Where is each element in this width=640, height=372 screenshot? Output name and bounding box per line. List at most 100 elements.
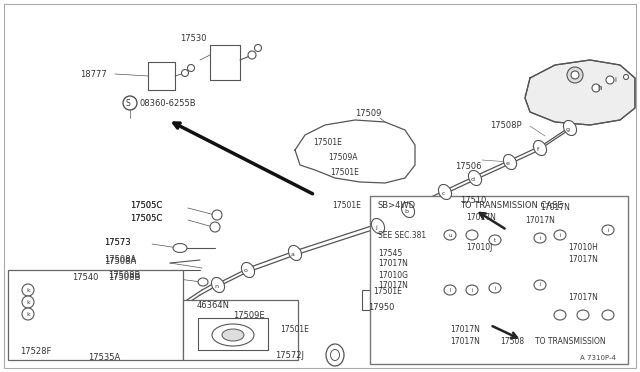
Text: 17508B: 17508B — [108, 273, 140, 282]
Ellipse shape — [444, 285, 456, 295]
Text: 17572J: 17572J — [275, 350, 304, 359]
Bar — [198, 318, 268, 350]
Ellipse shape — [212, 210, 222, 220]
Text: t: t — [494, 237, 496, 243]
Text: i: i — [471, 288, 473, 292]
Ellipse shape — [563, 121, 577, 135]
Text: 17017N: 17017N — [540, 202, 570, 212]
Text: 17501E: 17501E — [280, 326, 309, 334]
Ellipse shape — [212, 324, 254, 346]
Ellipse shape — [534, 280, 546, 290]
Ellipse shape — [173, 244, 187, 253]
Text: 17501E: 17501E — [332, 201, 361, 209]
Ellipse shape — [211, 278, 225, 292]
Ellipse shape — [466, 230, 478, 240]
Ellipse shape — [444, 230, 456, 240]
Text: 17505C: 17505C — [130, 201, 163, 209]
Circle shape — [606, 76, 614, 84]
Text: 17509A: 17509A — [328, 153, 358, 161]
Circle shape — [22, 284, 34, 296]
Text: f: f — [537, 147, 539, 151]
Circle shape — [22, 308, 34, 320]
Text: 17017N: 17017N — [568, 294, 598, 302]
Text: 17508B: 17508B — [108, 270, 140, 279]
Ellipse shape — [289, 246, 301, 260]
Ellipse shape — [534, 141, 547, 155]
Circle shape — [188, 64, 195, 71]
Text: b: b — [404, 208, 408, 214]
Text: h: h — [598, 85, 602, 91]
Ellipse shape — [602, 225, 614, 235]
Ellipse shape — [602, 310, 614, 320]
Text: i: i — [540, 282, 541, 288]
Text: i: i — [559, 232, 561, 237]
Text: 17505C: 17505C — [130, 214, 163, 222]
Ellipse shape — [198, 278, 208, 286]
Ellipse shape — [210, 222, 220, 232]
Text: 17501E: 17501E — [313, 138, 342, 147]
Text: e: e — [506, 160, 510, 166]
Text: SEE SEC.381: SEE SEC.381 — [378, 231, 426, 240]
Circle shape — [123, 96, 137, 110]
Text: a: a — [291, 251, 295, 257]
Text: o: o — [244, 269, 248, 273]
Text: 17509E: 17509E — [233, 311, 264, 320]
Text: 17950: 17950 — [368, 304, 394, 312]
Text: 17505C: 17505C — [130, 201, 163, 209]
Text: 17508P: 17508P — [490, 121, 522, 129]
Text: 08360-6255B: 08360-6255B — [140, 99, 196, 108]
Text: c: c — [441, 190, 445, 196]
Text: SB>4WD: SB>4WD — [378, 201, 416, 209]
Text: 17017N: 17017N — [466, 212, 496, 221]
Text: g: g — [566, 126, 570, 131]
Bar — [362, 290, 388, 310]
Bar — [8, 270, 183, 360]
Ellipse shape — [241, 263, 255, 278]
Ellipse shape — [466, 285, 478, 295]
Text: 17508A: 17508A — [104, 256, 136, 264]
Ellipse shape — [371, 218, 385, 234]
Circle shape — [22, 296, 34, 308]
Circle shape — [248, 51, 256, 59]
Ellipse shape — [504, 154, 516, 170]
Text: 17506: 17506 — [455, 161, 481, 170]
Text: 17017N: 17017N — [568, 256, 598, 264]
Text: TO TRANSMISSION CASE: TO TRANSMISSION CASE — [460, 201, 563, 209]
Text: 46364N: 46364N — [197, 301, 230, 310]
Text: 17528F: 17528F — [20, 347, 51, 356]
Text: k: k — [26, 299, 30, 305]
Ellipse shape — [489, 283, 501, 293]
Text: 17509: 17509 — [355, 109, 381, 118]
Text: 17573: 17573 — [104, 237, 131, 247]
Ellipse shape — [577, 310, 589, 320]
Text: u: u — [448, 232, 452, 237]
Text: 17010H: 17010H — [568, 244, 598, 253]
Text: 17573: 17573 — [104, 237, 131, 247]
Circle shape — [571, 71, 579, 79]
Text: i: i — [494, 285, 496, 291]
Circle shape — [255, 45, 262, 51]
Text: 17545: 17545 — [378, 248, 403, 257]
Ellipse shape — [554, 230, 566, 240]
Text: n: n — [214, 283, 218, 289]
Text: 17010G: 17010G — [378, 270, 408, 279]
Ellipse shape — [438, 185, 452, 199]
Text: 17017N: 17017N — [450, 337, 480, 346]
Circle shape — [567, 67, 583, 83]
Bar — [370, 196, 628, 364]
Text: 17501E: 17501E — [373, 288, 402, 296]
Text: S: S — [125, 99, 131, 108]
Text: 17508A: 17508A — [104, 257, 136, 266]
Text: 17010J: 17010J — [466, 244, 492, 253]
Text: i: i — [540, 235, 541, 241]
Text: 17508: 17508 — [500, 337, 524, 346]
Ellipse shape — [534, 233, 546, 243]
Text: TO TRANSMISSION: TO TRANSMISSION — [535, 337, 605, 346]
Text: 17017N: 17017N — [525, 215, 555, 224]
Text: 17510: 17510 — [460, 196, 486, 205]
Text: i: i — [614, 77, 616, 83]
Circle shape — [182, 70, 189, 77]
Text: 17501E: 17501E — [330, 167, 359, 176]
Text: 17017N: 17017N — [378, 282, 408, 291]
Circle shape — [592, 84, 600, 92]
